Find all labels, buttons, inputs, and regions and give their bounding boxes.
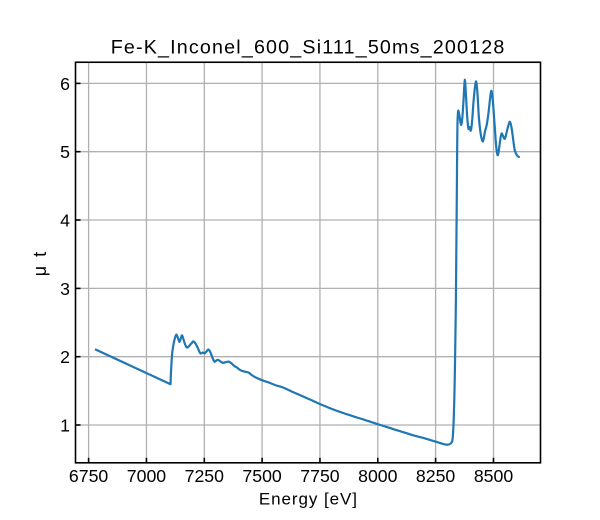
svg-text:8250: 8250 [416,466,456,486]
svg-text:7750: 7750 [300,466,340,486]
svg-text:Fe-K_Inconel_600_Si111_50ms_20: Fe-K_Inconel_600_Si111_50ms_200128 [111,37,506,59]
svg-text:7500: 7500 [242,466,282,486]
svg-text:5: 5 [60,142,70,162]
svg-text:7250: 7250 [185,466,225,486]
svg-text:8000: 8000 [358,466,398,486]
svg-text:6: 6 [60,74,70,94]
svg-text:μ t: μ t [30,250,50,276]
svg-text:7000: 7000 [127,466,167,486]
svg-text:Energy [eV]: Energy [eV] [259,489,358,508]
svg-text:1: 1 [60,415,70,435]
svg-text:8500: 8500 [474,466,514,486]
svg-text:6750: 6750 [69,466,109,486]
svg-text:3: 3 [60,279,70,299]
svg-text:4: 4 [60,210,70,230]
svg-text:2: 2 [60,347,70,367]
